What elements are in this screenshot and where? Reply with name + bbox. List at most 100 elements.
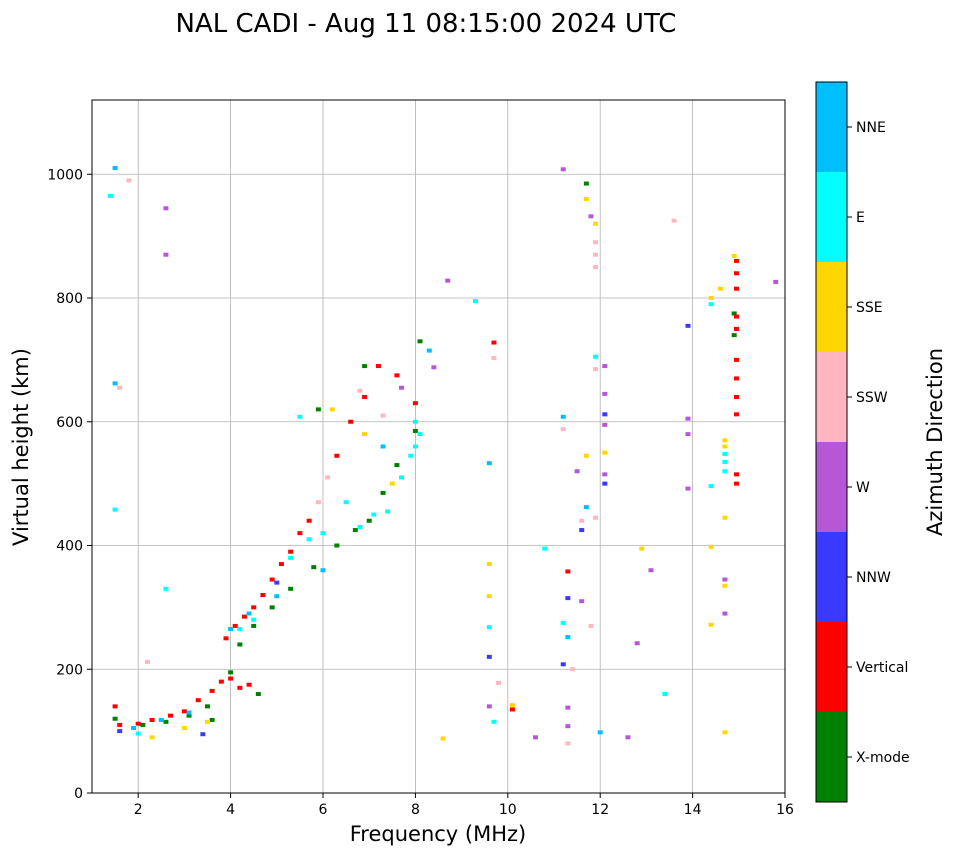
chart-title: NAL CADI - Aug 11 08:15:00 2024 UTC (176, 9, 677, 39)
point-sse (708, 296, 714, 300)
point-nne (560, 414, 566, 419)
point-ssw (491, 356, 497, 361)
y-tick-label: 800 (56, 291, 83, 307)
point-e (491, 719, 497, 724)
point-x-mode (237, 642, 243, 647)
point-w (565, 705, 571, 710)
x-tick-label: 4 (226, 802, 235, 818)
point-x-mode (583, 181, 589, 186)
colorbar-segment-ssw (816, 352, 847, 442)
point-x-mode (366, 518, 372, 523)
point-sse (583, 453, 589, 458)
point-ssw (117, 385, 123, 390)
plot-frame (91, 99, 786, 794)
point-x-mode (334, 543, 340, 548)
point-ssw (593, 367, 599, 372)
point-x-mode (352, 528, 358, 533)
colorbar-tick-label: Vertical (856, 660, 908, 676)
point-vertical (733, 395, 739, 399)
point-e (662, 692, 668, 696)
y-tick-label: 0 (74, 786, 83, 802)
point-vertical (246, 682, 252, 687)
point-sse (722, 583, 728, 588)
colorbar-segment-nnw (816, 532, 847, 622)
colorbar: X-mode Vertical NNW W SSW SSE E NNE (815, 81, 910, 803)
colorbar-segment-e (816, 172, 847, 262)
point-nne (186, 710, 192, 715)
point-sse (708, 544, 714, 549)
point-e (251, 617, 257, 622)
point-nne (426, 348, 432, 353)
colorbar-segment-w (816, 442, 847, 532)
point-vertical (260, 593, 266, 597)
y-tick-label: 600 (56, 415, 83, 431)
point-nnw (602, 481, 608, 486)
y-axis-ticks: 0 200 400 600 800 1000 (47, 167, 92, 802)
x-tick-label: 8 (411, 802, 420, 818)
point-ssw (593, 252, 599, 257)
colorbar-tick-label: SSW (856, 390, 888, 406)
point-x-mode (394, 463, 400, 468)
point-w (163, 206, 169, 211)
point-x-mode (251, 623, 257, 628)
point-e (412, 419, 418, 424)
point-x-mode (311, 565, 317, 570)
point-vertical (112, 704, 118, 709)
point-sse (731, 253, 737, 258)
point-vertical (733, 271, 739, 276)
point-vertical (306, 518, 312, 523)
point-sse (593, 221, 599, 226)
point-vertical (269, 577, 275, 582)
colorbar-segment-sse (816, 262, 847, 352)
point-nne (565, 635, 571, 640)
point-nne (380, 444, 386, 449)
colorbar-tick-label: NNE (856, 120, 886, 136)
point-w (625, 735, 631, 740)
colorbar-frame (815, 81, 848, 803)
x-tick-label: 14 (684, 802, 702, 818)
point-nne (486, 461, 492, 466)
point-vertical (733, 412, 739, 417)
point-vertical (117, 722, 123, 727)
point-nne (597, 730, 603, 735)
point-nne (228, 627, 234, 632)
point-w (685, 486, 691, 491)
point-ssw (357, 388, 363, 393)
x-axis-ticks: 2 4 6 8 10 12 14 16 (134, 793, 794, 818)
point-vertical (149, 717, 155, 722)
point-vertical (733, 376, 739, 381)
point-nnw (200, 732, 206, 737)
point-e (722, 459, 728, 464)
point-sse (722, 515, 728, 520)
point-nnw (117, 729, 123, 734)
point-e (135, 731, 141, 736)
point-x-mode (731, 311, 737, 316)
point-nne (158, 717, 164, 722)
point-e (412, 444, 418, 449)
plot-area (92, 100, 785, 793)
point-x-mode (209, 717, 215, 722)
point-e (163, 586, 169, 591)
point-vertical (232, 623, 238, 628)
point-e (560, 620, 566, 625)
point-w (602, 364, 608, 369)
point-vertical (394, 373, 400, 378)
point-ssw (496, 680, 502, 685)
point-w (602, 391, 608, 396)
point-x-mode (362, 364, 368, 369)
point-sse (440, 736, 446, 741)
point-ssw (593, 515, 599, 520)
point-nne (112, 381, 118, 386)
point-sse (722, 730, 728, 735)
colorbar-tick-label: W (856, 480, 870, 496)
point-x-mode (417, 339, 423, 344)
colorbar-tick-label: X-mode (856, 750, 910, 766)
point-w (685, 416, 691, 421)
x-tick-label: 6 (319, 802, 328, 818)
point-nnw (274, 580, 280, 585)
point-e (708, 484, 714, 489)
point-w (163, 252, 169, 257)
point-e (107, 193, 113, 198)
point-sse (486, 594, 492, 599)
point-x-mode (205, 704, 210, 709)
